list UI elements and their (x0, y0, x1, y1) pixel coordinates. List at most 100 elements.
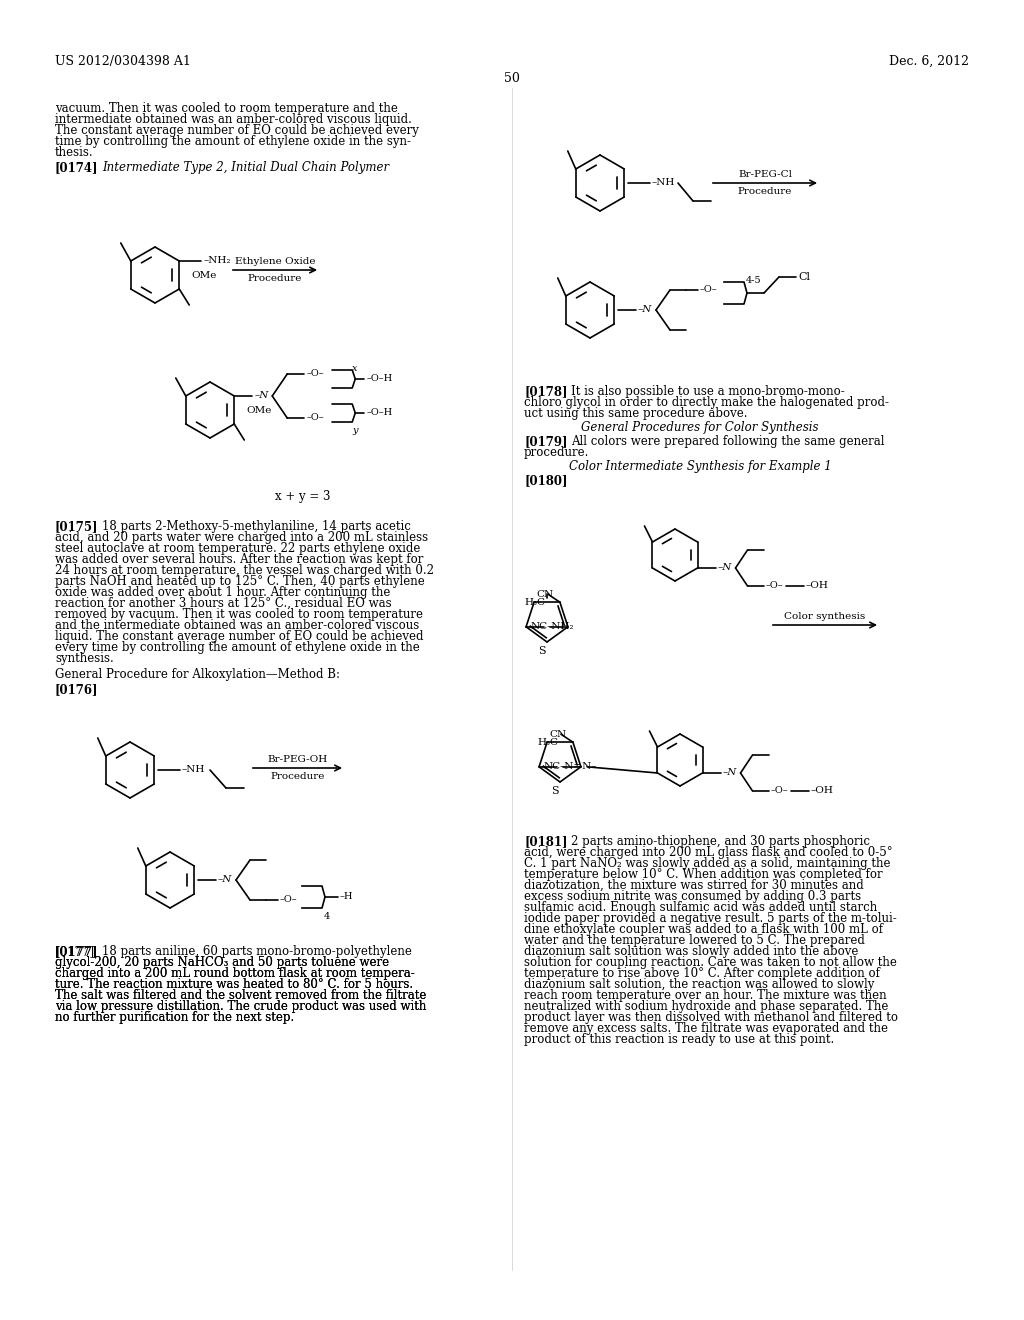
Text: and the intermediate obtained was an amber-colored viscous: and the intermediate obtained was an amb… (55, 619, 419, 632)
Text: x: x (352, 364, 357, 374)
Text: –NH₂: –NH₂ (203, 256, 230, 265)
Text: The salt was filtered and the solvent removed from the filtrate: The salt was filtered and the solvent re… (55, 989, 426, 1002)
Text: reaction for another 3 hours at 125° C., residual EO was: reaction for another 3 hours at 125° C.,… (55, 597, 391, 610)
Text: [0174]: [0174] (55, 161, 98, 174)
Text: –O–H: –O–H (367, 374, 392, 383)
Text: CN: CN (550, 730, 566, 739)
Text: intermediate obtained was an amber-colored viscous liquid.: intermediate obtained was an amber-color… (55, 114, 412, 125)
Text: [0180]: [0180] (524, 474, 567, 487)
Text: neutralized with sodium hydroxide and phase separated. The: neutralized with sodium hydroxide and ph… (524, 1001, 889, 1012)
Text: Intermediate Type 2, Initial Dual Chain Polymer: Intermediate Type 2, Initial Dual Chain … (102, 161, 389, 174)
Text: steel autoclave at room temperature. 22 parts ethylene oxide: steel autoclave at room temperature. 22 … (55, 543, 421, 554)
Text: It is also possible to use a mono-bromo-mono-: It is also possible to use a mono-bromo-… (571, 385, 845, 399)
Text: –O–: –O– (770, 785, 788, 795)
Text: Cl: Cl (798, 272, 810, 282)
Text: thesis.: thesis. (55, 147, 93, 158)
Text: product layer was then dissolved with methanol and filtered to: product layer was then dissolved with me… (524, 1011, 898, 1024)
Text: sulfamic acid. Enough sulfamic acid was added until starch: sulfamic acid. Enough sulfamic acid was … (524, 902, 878, 913)
Text: Color Intermediate Synthesis for Example 1: Color Intermediate Synthesis for Example… (568, 459, 831, 473)
Text: synthesis.: synthesis. (55, 652, 114, 665)
Text: vacuum. Then it was cooled to room temperature and the: vacuum. Then it was cooled to room tempe… (55, 102, 398, 115)
Text: –O–: –O– (766, 581, 783, 590)
Text: –N: –N (638, 305, 652, 314)
Text: no further purification for the next step.: no further purification for the next ste… (55, 1011, 294, 1024)
Text: S: S (539, 645, 546, 656)
Text: procedure.: procedure. (524, 446, 590, 459)
Text: Procedure: Procedure (270, 772, 325, 781)
Text: glycol-200, 20 parts NaHCO₃ and 50 parts toluene were: glycol-200, 20 parts NaHCO₃ and 50 parts… (55, 956, 389, 969)
Text: –O–: –O– (280, 895, 298, 904)
Text: via low pressure distillation. The crude product was used with: via low pressure distillation. The crude… (55, 1001, 426, 1012)
Text: Br-PEG-Cl: Br-PEG-Cl (738, 170, 792, 180)
Text: –N: –N (254, 391, 268, 400)
Text: excess sodium nitrite was consumed by adding 0.3 parts: excess sodium nitrite was consumed by ad… (524, 890, 861, 903)
Text: –O–H: –O–H (367, 408, 392, 417)
Text: x + y = 3: x + y = 3 (275, 490, 331, 503)
Text: OMe: OMe (246, 407, 271, 414)
Text: [0175]: [0175] (55, 520, 98, 533)
Text: –NH: –NH (652, 178, 676, 187)
Text: liquid. The constant average number of EO could be achieved: liquid. The constant average number of E… (55, 630, 424, 643)
Text: –O–: –O– (700, 285, 718, 294)
Text: NC: NC (544, 762, 561, 771)
Text: [0181]: [0181] (524, 836, 567, 847)
Text: ture. The reaction mixture was heated to 80° C. for 5 hours.: ture. The reaction mixture was heated to… (55, 978, 413, 991)
Text: parts NaOH and heated up to 125° C. Then, 40 parts ethylene: parts NaOH and heated up to 125° C. Then… (55, 576, 425, 587)
Text: –NH₂: –NH₂ (546, 622, 573, 631)
Text: charged into a 200 mL round bottom flask at room tempera-: charged into a 200 mL round bottom flask… (55, 968, 415, 979)
Text: –N: –N (718, 564, 732, 572)
Text: acid, and 20 parts water were charged into a 200 mL stainless: acid, and 20 parts water were charged in… (55, 531, 428, 544)
Text: 18 parts 2-Methoxy-5-methylaniline, 14 parts acetic: 18 parts 2-Methoxy-5-methylaniline, 14 p… (102, 520, 411, 533)
Text: –O–: –O– (306, 370, 324, 378)
Text: charged into a 200 mL round bottom flask at room tempera-: charged into a 200 mL round bottom flask… (55, 968, 415, 979)
Text: 2 parts amino-thiophene, and 30 parts phosphoric: 2 parts amino-thiophene, and 30 parts ph… (571, 836, 870, 847)
Text: dine ethoxylate coupler was added to a flask with 100 mL of: dine ethoxylate coupler was added to a f… (524, 923, 883, 936)
Text: –OH: –OH (806, 581, 828, 590)
Text: Color synthesis: Color synthesis (784, 612, 865, 620)
Text: oxide was added over about 1 hour. After continuing the: oxide was added over about 1 hour. After… (55, 586, 390, 599)
Text: chloro glycol in order to directly make the halogenated prod-: chloro glycol in order to directly make … (524, 396, 889, 409)
Text: –N=N–: –N=N– (559, 762, 597, 771)
Text: diazonium salt solution was slowly added into the above: diazonium salt solution was slowly added… (524, 945, 858, 958)
Text: All colors were prepared following the same general: All colors were prepared following the s… (571, 436, 885, 447)
Text: temperature below 10° C. When addition was completed for: temperature below 10° C. When addition w… (524, 869, 883, 880)
Text: acid, were charged into 200 mL glass flask and cooled to 0-5°: acid, were charged into 200 mL glass fla… (524, 846, 893, 859)
Text: Dec. 6, 2012: Dec. 6, 2012 (889, 55, 969, 69)
Text: time by controlling the amount of ethylene oxide in the syn-: time by controlling the amount of ethyle… (55, 135, 411, 148)
Text: Ethylene Oxide: Ethylene Oxide (234, 257, 315, 267)
Text: solution for coupling reaction. Care was taken to not allow the: solution for coupling reaction. Care was… (524, 956, 897, 969)
Text: –OH: –OH (811, 785, 834, 795)
Text: US 2012/0304398 A1: US 2012/0304398 A1 (55, 55, 190, 69)
Text: 4-5: 4-5 (746, 276, 762, 285)
Text: ture. The reaction mixture was heated to 80° C. for 5 hours.: ture. The reaction mixture was heated to… (55, 978, 413, 991)
Text: 4: 4 (324, 912, 331, 921)
Text: removed by vacuum. Then it was cooled to room temperature: removed by vacuum. Then it was cooled to… (55, 609, 423, 620)
Text: H₃C: H₃C (538, 738, 559, 747)
Text: NC: NC (530, 622, 548, 631)
Text: –H: –H (340, 892, 353, 902)
Text: C. 1 part NaNO₂ was slowly added as a solid, maintaining the: C. 1 part NaNO₂ was slowly added as a so… (524, 857, 891, 870)
Text: [0176]: [0176] (55, 682, 98, 696)
Text: diazotization, the mixture was stirred for 30 minutes and: diazotization, the mixture was stirred f… (524, 879, 864, 892)
Text: [0177]: [0177] (55, 945, 98, 958)
Text: was added over several hours. After the reaction was kept for: was added over several hours. After the … (55, 553, 423, 566)
Text: Br-PEG-OH: Br-PEG-OH (267, 755, 328, 764)
Text: General Procedures for Color Synthesis: General Procedures for Color Synthesis (582, 421, 819, 434)
Text: 18 parts aniline, 60 parts mono-bromo-polyethylene: 18 parts aniline, 60 parts mono-bromo-po… (102, 945, 412, 958)
Text: –O–: –O– (306, 413, 324, 422)
Text: 24 hours at room temperature, the vessel was charged with 0.2: 24 hours at room temperature, the vessel… (55, 564, 434, 577)
Text: uct using this same procedure above.: uct using this same procedure above. (524, 407, 748, 420)
Text: S: S (551, 785, 559, 796)
Text: The salt was filtered and the solvent removed from the filtrate: The salt was filtered and the solvent re… (55, 989, 426, 1002)
Text: y: y (352, 426, 357, 436)
Text: General Procedure for Alkoxylation—Method B:: General Procedure for Alkoxylation—Metho… (55, 668, 340, 681)
Text: iodide paper provided a negative result. 5 parts of the m-tolui-: iodide paper provided a negative result.… (524, 912, 897, 925)
Text: no further purification for the next step.: no further purification for the next ste… (55, 1011, 294, 1024)
Text: [0179]: [0179] (524, 436, 567, 447)
Text: –N: –N (723, 768, 737, 777)
Text: Procedure: Procedure (248, 275, 302, 282)
Text: reach room temperature over an hour. The mixture was then: reach room temperature over an hour. The… (524, 989, 887, 1002)
Text: 50: 50 (504, 73, 520, 84)
Text: via low pressure distillation. The crude product was used with: via low pressure distillation. The crude… (55, 1001, 426, 1012)
Text: H₃C: H₃C (525, 598, 546, 607)
